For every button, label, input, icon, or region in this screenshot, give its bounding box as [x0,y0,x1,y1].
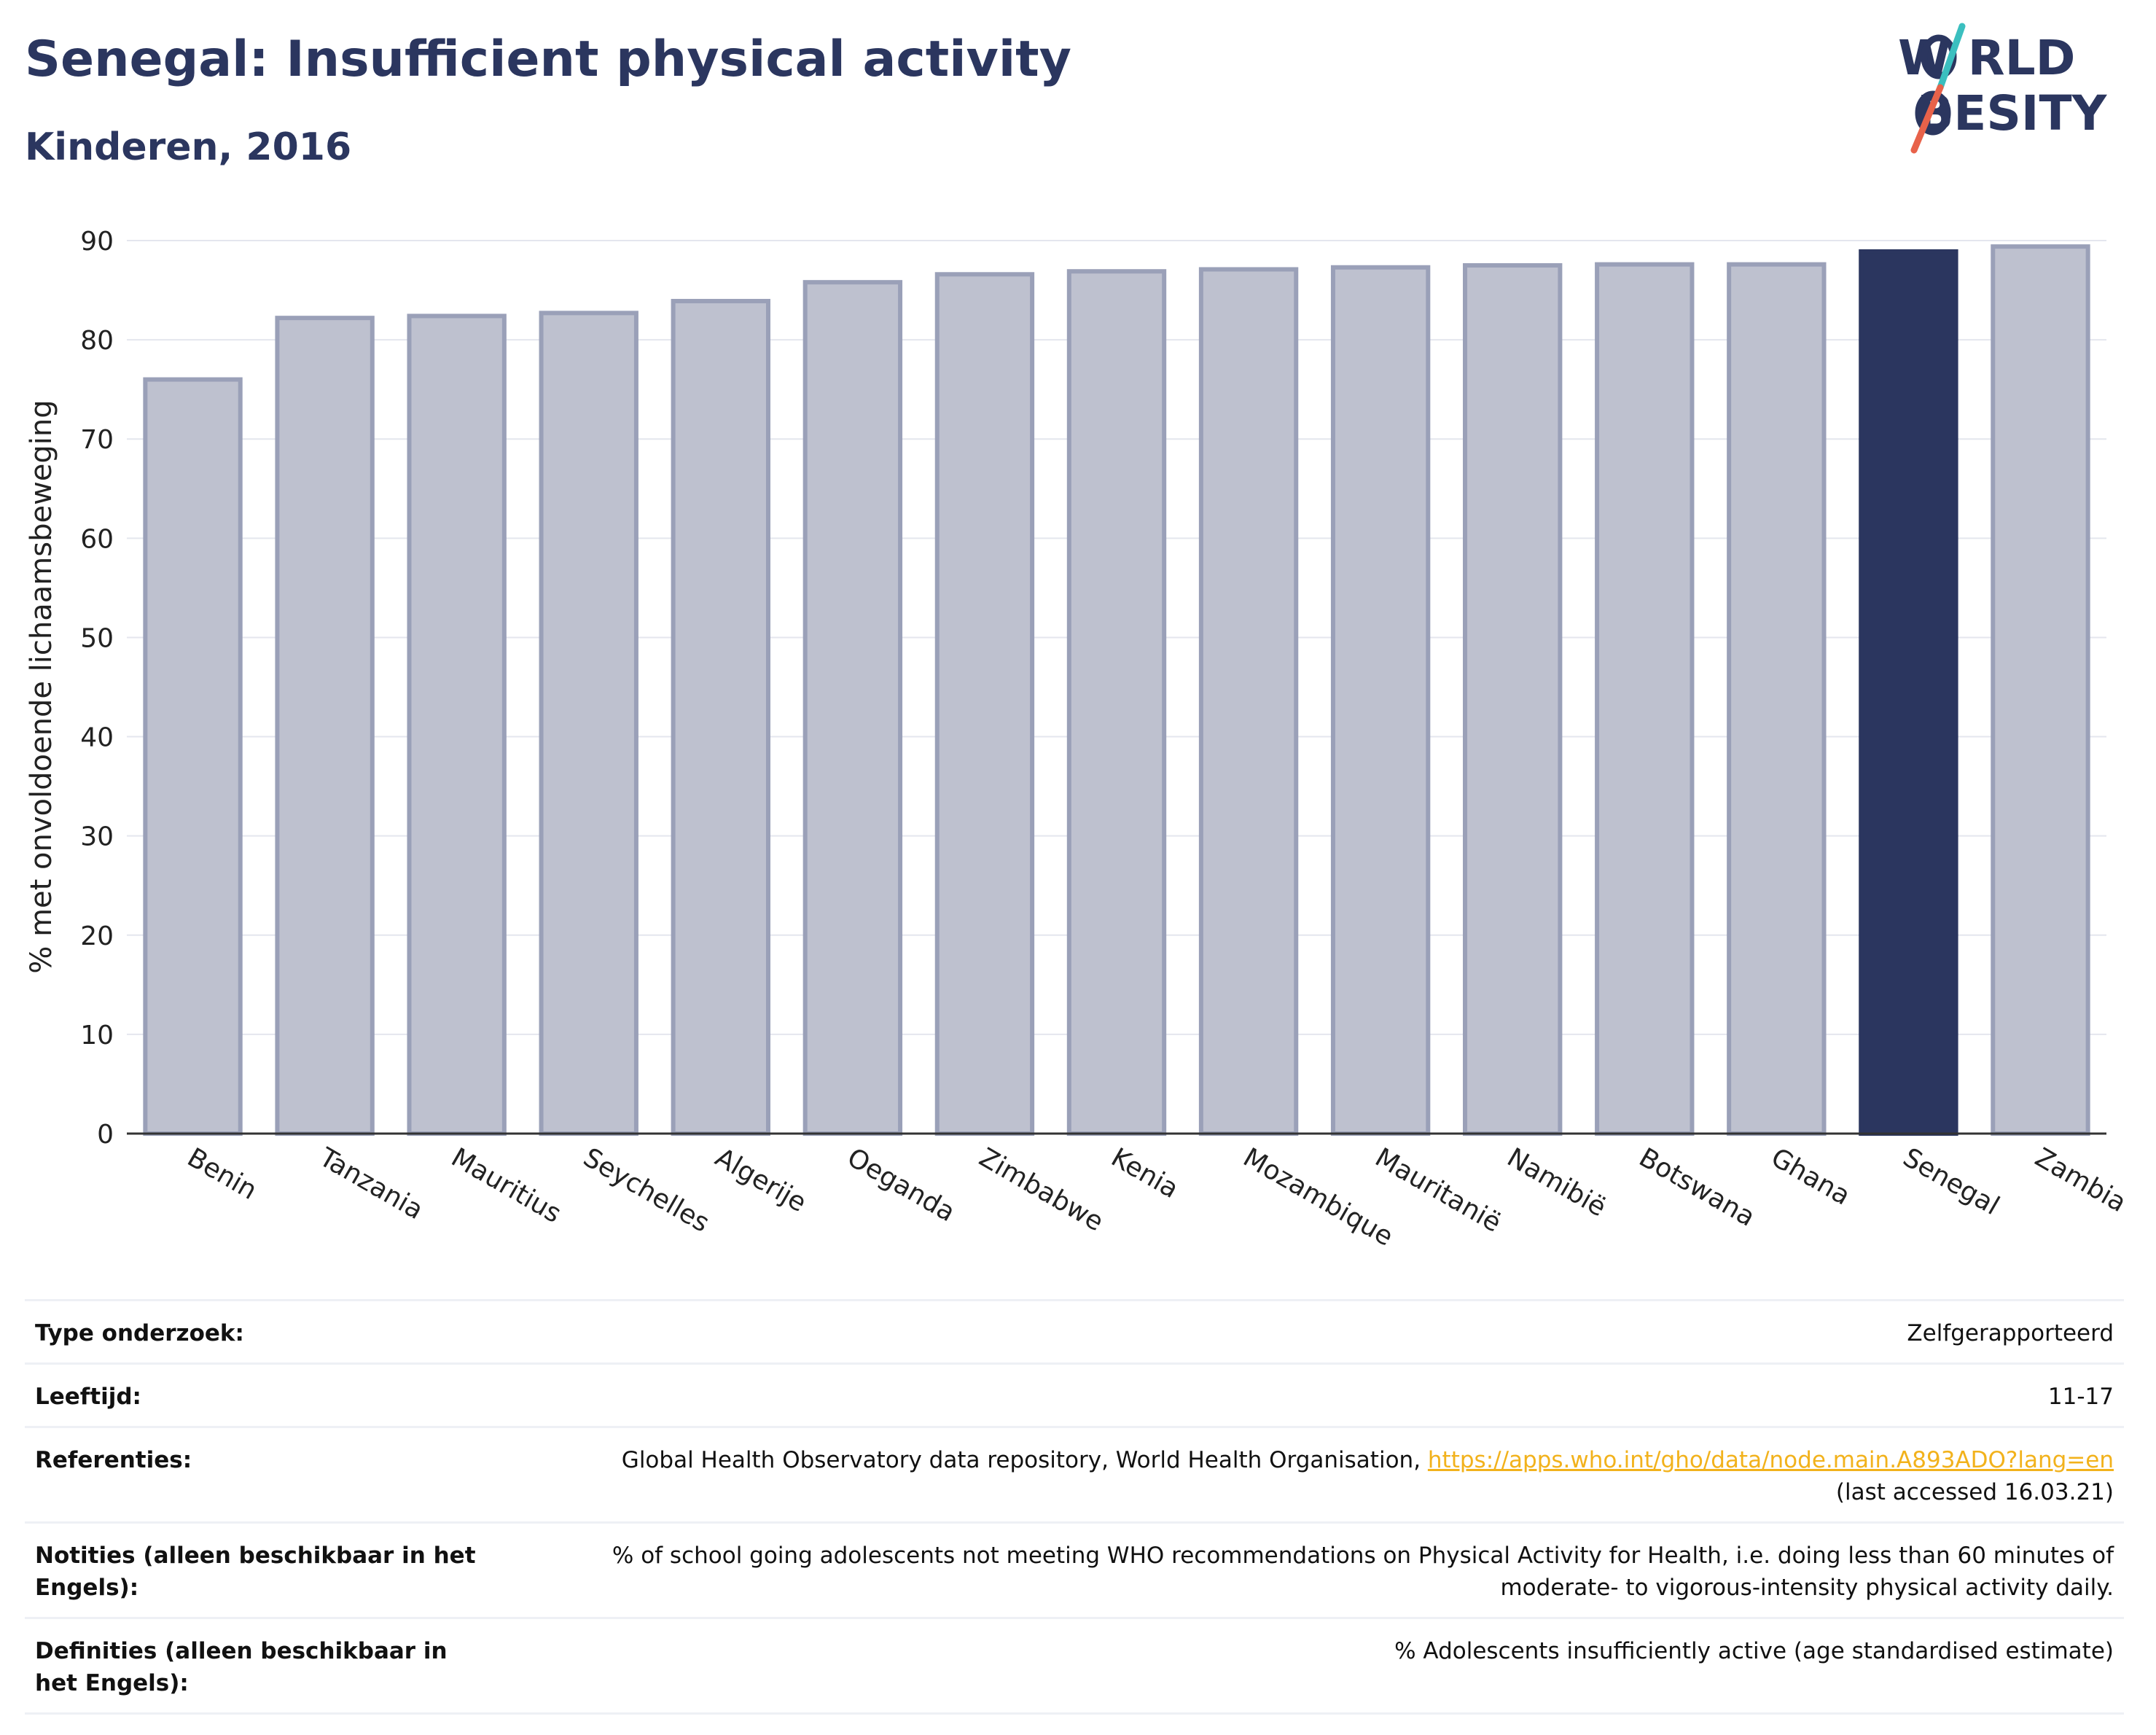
y-tick-label: 10 [80,1021,114,1050]
info-value-text: % of school going adolescents not meetin… [612,1543,2114,1601]
info-value: Zelfgerapporteerd [487,1317,2114,1349]
x-tick-label: Zambia [2030,1142,2131,1218]
info-value-text: 11-17 [2047,1384,2114,1410]
y-tick-label: 0 [97,1120,114,1150]
info-value-text: Zelfgerapporteerd [1907,1320,2114,1346]
info-key: Leeftijd: [35,1384,141,1410]
x-tick-label: Benin [182,1142,262,1206]
info-key: Definities (alleen beschikbaar in het En… [35,1638,448,1696]
world-obesity-logo: W RLD BESITY [1898,23,2108,154]
y-tick-label: 40 [80,723,114,753]
y-tick-label: 30 [80,822,114,852]
y-tick-label: 80 [80,326,114,356]
bar-chart: 0 10 20 30 40 50 60 70 80 90 Benin Tanzania Mauriti… [25,227,2131,1252]
bar-mauritanië[interactable] [1330,265,1431,1136]
x-tick-label: Oeganda [842,1142,960,1228]
y-tick-label: 50 [80,623,114,653]
y-tick-label: 70 [80,425,114,455]
bar-senegal[interactable] [1859,249,1958,1136]
bar-zimbabwe[interactable] [934,272,1035,1136]
info-key: Notities (alleen beschikbaar in het Enge… [35,1543,476,1601]
info-row: Leeftijd: 11-17 [25,1362,2124,1426]
x-tick-label: Kenia [1106,1142,1184,1204]
bar-mozambique[interactable] [1198,267,1299,1136]
y-tick-label: 20 [80,921,114,951]
x-tick-labels: Benin Tanzania Mauritius SeychellesAlgerije… [182,1142,2131,1252]
bar-seychelles[interactable] [539,311,638,1136]
x-tick-label: Namibië [1502,1142,1612,1223]
x-tick-label: Mozambique [1238,1142,1398,1252]
chart-title: Senegal: Insufficient physical activity [25,31,1071,88]
y-tick-label: 60 [80,524,114,554]
x-tick-label: Seychelles [578,1142,714,1238]
x-tick-label: Botswana [1634,1142,1760,1232]
y-tick-labels: 0 10 20 30 40 50 60 70 80 90 [80,227,114,1150]
info-value-text: % Adolescents insufficiently active (age… [1394,1638,2114,1664]
info-value: Global Health Observatory data repositor… [487,1444,2114,1508]
info-value-text: Global Health Observatory data repositor… [621,1447,1428,1473]
bar-ghana[interactable] [1727,262,1827,1136]
logo-o-ring-2 [1915,90,1951,136]
info-value: 11-17 [487,1381,2114,1413]
reference-link[interactable]: https://apps.who.int/gho/data/node.main.… [1427,1447,2114,1473]
info-key: Referenties: [35,1447,192,1473]
x-tick-label: Tanzania [313,1142,428,1225]
bars [143,244,2090,1136]
x-tick-label: Algerije [710,1142,811,1218]
bar-namibië[interactable] [1463,263,1563,1136]
bar-botswana[interactable] [1595,262,1695,1136]
info-row: Referenties: Global Health Observatory da… [25,1426,2124,1521]
y-tick-label: 90 [80,227,114,257]
info-value: % of school going adolescents not meetin… [487,1540,2114,1604]
info-value: % Adolescents insufficiently active (age… [487,1635,2114,1667]
x-tick-label: Ghana [1766,1142,1855,1211]
logo-slash-top [1937,23,1966,91]
bar-kenia[interactable] [1066,269,1167,1136]
info-row: Definities (alleen beschikbaar in het En… [25,1617,2124,1715]
info-table: Type onderzoek: Zelfgerapporteerd Leeftijd… [25,1299,2124,1715]
bar-zambia[interactable] [1991,244,2090,1136]
bar-oeganda[interactable] [802,280,903,1136]
info-value-suffix: (last accessed 16.03.21) [1835,1479,2114,1505]
logo-slash-bottom [1910,84,1944,154]
bar-tanzania[interactable] [275,316,375,1136]
info-key: Type onderzoek: [35,1320,244,1346]
bar-mauritius[interactable] [407,313,507,1136]
chart-subtitle: Kinderen, 2016 [25,125,352,169]
info-row: Notities (alleen beschikbaar in het Enge… [25,1521,2124,1617]
x-tick-label: Senegal [1898,1142,2004,1221]
x-tick-label: Zimbabwe [974,1142,1108,1237]
y-axis-label: % met onvoldoende lichaamsbeweging [25,399,58,973]
x-tick-label: Mauritius [446,1142,566,1229]
bar-algerije[interactable] [671,299,770,1136]
info-row: Type onderzoek: Zelfgerapporteerd [25,1299,2124,1362]
bar-benin[interactable] [143,377,243,1136]
logo-line1: W RLD [1898,30,2075,86]
